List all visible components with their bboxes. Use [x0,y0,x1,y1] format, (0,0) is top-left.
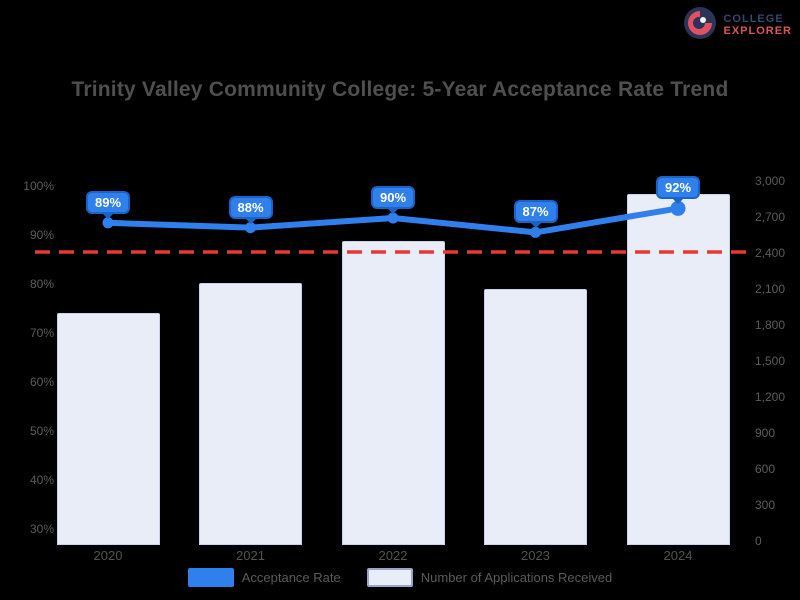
bar-2020 [56,313,160,545]
legend-item[interactable]: Number of Applications Received [366,568,613,587]
left-axis-tick: 80% [29,277,54,291]
compass-logo-icon [683,6,717,45]
left-axis-tick: 70% [29,326,54,340]
right-axis-tick: 2,400 [755,246,786,260]
bar-2022 [341,241,445,545]
right-axis-tick: 1,200 [755,390,786,404]
legend-item[interactable]: Acceptance Rate [187,568,341,587]
point-value-label: 89% [85,190,131,214]
legend-label: Number of Applications Received [420,570,613,585]
data-point-2020[interactable] [102,217,114,229]
left-axis-tick: 90% [29,228,54,242]
left-axis-tick: 100% [23,179,54,193]
right-axis-tick: 600 [755,462,776,476]
right-axis-tick: 900 [755,426,776,440]
right-axis-tick: 300 [755,498,776,512]
data-point-2024[interactable] [670,200,686,216]
left-axis-tick: 40% [29,473,54,487]
data-point-2021[interactable] [245,222,256,234]
point-value-label: 88% [228,195,273,219]
x-axis-label: 2024 [663,548,693,563]
x-axis-label: 2020 [93,548,123,563]
legend-swatch [366,568,413,587]
logo: COLLEGE EXPLORER [683,6,792,45]
left-axis-tick: 50% [29,424,54,438]
legend-swatch [187,568,234,587]
right-axis-tick: 1,800 [755,318,786,332]
legend-label: Acceptance Rate [241,570,341,585]
point-value-label: 87% [513,200,558,224]
left-axis-tick: 30% [29,522,54,536]
x-axis-label: 2021 [236,548,265,563]
bar-2021 [199,283,302,545]
data-point-2022[interactable] [387,212,399,224]
legend: Acceptance Rate Number of Applications Re… [0,568,800,587]
left-axis-tick: 60% [29,375,54,389]
page-title: Trinity Valley Community College: 5-Year… [71,78,729,101]
point-value-label: 92% [655,176,701,200]
right-axis-tick: 3,000 [755,174,786,188]
x-axis-label: 2023 [521,548,550,563]
bar-2023 [484,289,587,545]
x-axis-label: 2022 [378,548,408,563]
right-axis-tick: 1,500 [755,354,786,368]
right-axis-tick: 2,100 [755,282,786,296]
right-axis-tick: 2,700 [755,210,786,224]
right-axis-tick: 0 [755,534,762,548]
logo-wordmark-line1: COLLEGE [723,12,784,25]
logo-wordmark-line2: EXPLORER [723,24,792,37]
point-value-label: 90% [370,186,416,209]
data-point-2023[interactable] [530,226,541,238]
